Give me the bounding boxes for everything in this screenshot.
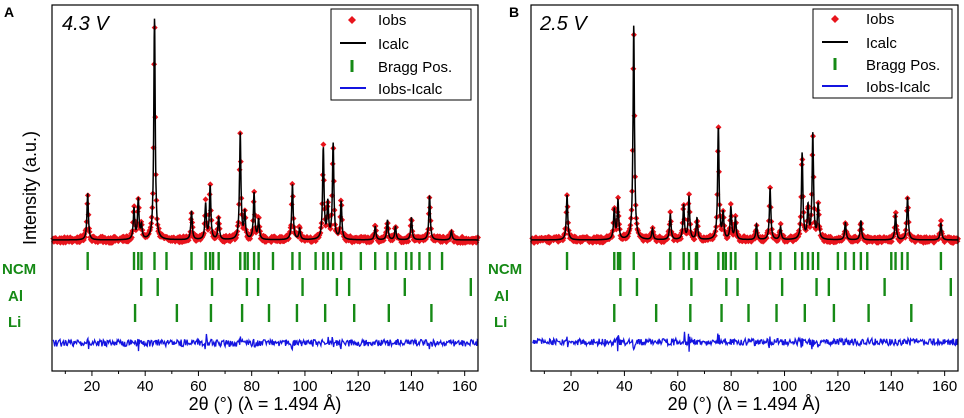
x-tick-label: 100 [772,378,797,395]
x-tick-label: 100 [292,378,317,395]
traces-a [50,18,482,352]
panel-label-a: A [4,4,14,20]
legend-label-icalc-a: Icalc [378,36,409,53]
legend-label-icalc-b: Icalc [866,35,897,52]
legend-box-a [330,8,472,101]
x-tick-label: 120 [346,378,371,395]
legend-label-diff-b: Iobs-Icalc [866,79,931,96]
phase-label-li-a: Li [8,314,21,331]
bragg-positions-b [565,252,952,322]
legend-label-bragg-b: Bragg Pos. [866,57,940,74]
traces-b [529,25,961,352]
x-tick-label: 20 [563,378,580,395]
icalc-series [52,18,478,241]
legend-label-iobs-a: Iobs [378,12,406,29]
x-axis-title-a: 2θ (°) (λ = 1.494 Å) [189,394,342,414]
x-tick-label: 40 [137,378,154,395]
x-axis-ticks-b: 20 40 60 80 100 120 140 160 [543,371,957,395]
phase-labels-b: NCM Al Li [488,261,522,331]
phase-label-ncm-b: NCM [488,261,522,278]
legend-a: Iobs Icalc Bragg Pos. Iobs-Icalc [330,8,472,101]
legend-b: Iobs Icalc Bragg Pos. Iobs-Icalc [812,8,953,99]
x-tick-label: 80 [723,378,740,395]
legend-label-diff-a: Iobs-Icalc [378,81,443,98]
icalc-series [531,25,958,241]
plot-frame-a [51,4,479,372]
phase-label-ncm-a: NCM [2,261,36,278]
voltage-label-b: 2.5 V [539,13,588,35]
diff-series [52,333,479,352]
phase-label-li-b: Li [494,314,507,331]
panel-label-b: B [509,4,519,20]
phase-label-al-a: Al [8,288,23,305]
x-tick-label: 60 [190,378,207,395]
x-axis-title-b: 2θ (°) (λ = 1.494 Å) [668,394,821,414]
plot-frame-b [530,4,959,372]
phase-labels-a: NCM Al Li [2,261,36,331]
y-axis-title-a: Intensity (a.u.) [20,131,40,245]
bragg-positions-a [86,252,473,322]
voltage-label-a: 4.3 V [62,13,110,35]
x-tick-label: 160 [932,378,957,395]
x-tick-label: 140 [879,378,904,395]
x-tick-label: 60 [669,378,686,395]
panel-a: A 4.3 V NCM Al Li 20 40 60 80 100 120 140 160 2… [2,4,482,414]
diff-series [532,331,959,352]
legend-label-iobs-b: Iobs [866,11,894,28]
x-tick-label: 160 [452,378,477,395]
legend-label-bragg-a: Bragg Pos. [378,59,452,76]
x-axis-ticks-a: 20 40 60 80 100 120 140 160 [64,371,477,395]
x-tick-label: 120 [825,378,850,395]
phase-label-al-b: Al [494,288,509,305]
legend-marker-iobs-a [348,16,356,24]
x-tick-label: 20 [84,378,101,395]
panel-b: B 2.5 V NCM Al Li 20 40 60 80 100 120 140 160 2… [488,4,961,414]
x-tick-label: 80 [243,378,260,395]
x-tick-label: 40 [616,378,633,395]
legend-marker-iobs-b [831,15,839,23]
x-tick-label: 140 [399,378,424,395]
legend-box-b [812,8,953,99]
